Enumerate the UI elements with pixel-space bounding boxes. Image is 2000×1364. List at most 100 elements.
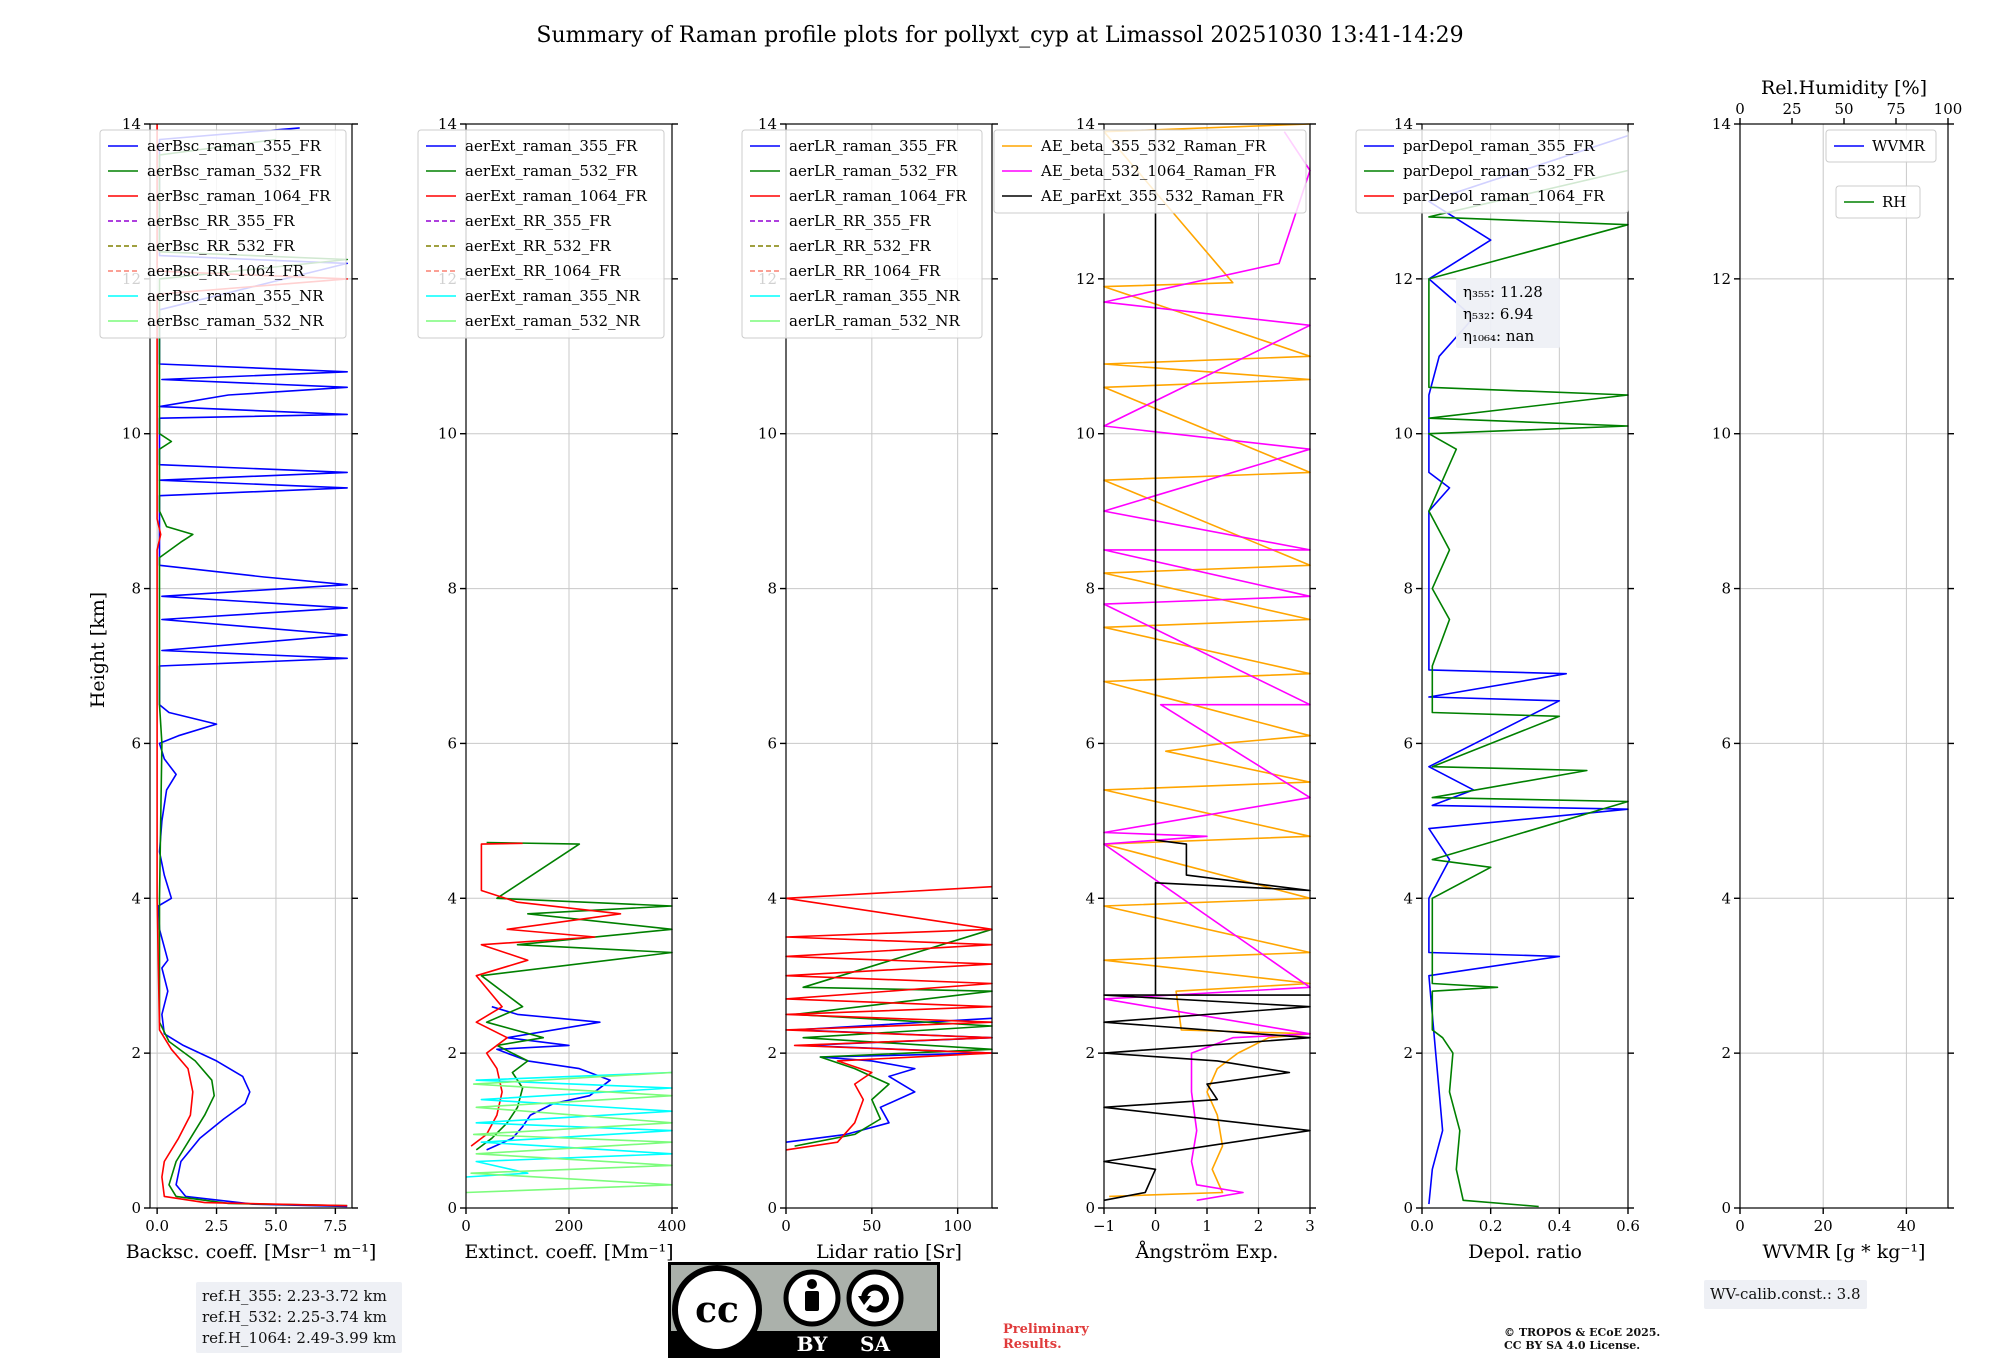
legend-label: aerBsc_raman_532_FR [147, 162, 322, 180]
y-tick-label: 8 [1403, 580, 1413, 598]
legend-box [741, 129, 983, 339]
copyright-line-1: © TROPOS & ECoE 2025. [1504, 1326, 1661, 1339]
y-tick-label: 8 [1721, 580, 1731, 598]
y-tick-label: 2 [1085, 1044, 1095, 1062]
y-tick-label: 2 [1403, 1044, 1413, 1062]
legend-label: aerExt_raman_532_NR [465, 312, 641, 330]
y-tick-label: 0 [767, 1199, 777, 1217]
legend-label: aerExt_raman_532_FR [465, 162, 638, 180]
x2-tick-label: 100 [1934, 100, 1963, 118]
axes-frame [785, 123, 993, 1209]
legend-label: parDepol_raman_532_FR [1403, 162, 1596, 180]
legend-label: aerBsc_raman_355_FR [147, 137, 322, 155]
legend-label: aerExt_raman_1064_FR [465, 187, 647, 205]
copyright-line-2: CC BY SA 4.0 License. [1504, 1339, 1641, 1352]
sa-label: SA [860, 1332, 890, 1356]
x2-tick-label: 0 [1735, 100, 1745, 118]
axes-frame [1421, 123, 1629, 1209]
x-tick-label: 0.4 [1547, 1217, 1571, 1235]
series-aerExt_raman_355_FR [486, 1005, 612, 1151]
legend-label: aerBsc_RR_532_FR [147, 237, 295, 255]
axes-frame [149, 123, 353, 1209]
reference-height-box: ref.H_355: 2.23-3.72 km ref.H_532: 2.25-… [196, 1282, 403, 1353]
panel-extinction: 024681012140200400Extinct. coeff. [Mm⁻¹]… [417, 115, 686, 1263]
x-tick-label: 5.0 [264, 1217, 288, 1235]
cc-logo-icon [672, 1265, 762, 1355]
legend-label: aerExt_RR_355_FR [465, 212, 612, 230]
y-axis-label: Height [km] [87, 592, 109, 708]
x-axis-label: Depol. ratio [1468, 1241, 1582, 1263]
eta-annotation-line: η₁₀₆₄: nan [1463, 327, 1534, 345]
x-tick-label: 0.6 [1616, 1217, 1640, 1235]
preliminary-results-note: Preliminary Results. [1003, 1322, 1089, 1352]
y-tick-label: 4 [1721, 889, 1731, 907]
y-tick-label: 14 [1394, 115, 1413, 133]
x-tick-label: 40 [1897, 1217, 1916, 1235]
y-tick-label: 6 [131, 734, 141, 752]
legend-label: aerBsc_raman_355_NR [147, 287, 324, 305]
panel-lidar_ratio: 02468101214050100Lidar ratio [Sr]aerLR_r… [741, 115, 998, 1263]
legend-label: AE_beta_355_532_Raman_FR [1040, 137, 1267, 155]
eta-annotation-box [1456, 278, 1560, 348]
eta-annotation-line: η₃₅₅: 11.28 [1463, 283, 1543, 301]
legend-label: aerBsc_RR_355_FR [147, 212, 295, 230]
y-tick-label: 0 [1085, 1199, 1095, 1217]
legend-label: aerExt_RR_1064_FR [465, 262, 621, 280]
y-tick-label: 6 [767, 734, 777, 752]
legend-label: aerExt_raman_355_NR [465, 287, 641, 305]
legend-label: aerBsc_RR_1064_FR [147, 262, 305, 280]
eta-annotation-line: η₅₃₂: 6.94 [1463, 305, 1533, 323]
ref-height-1064: ref.H_1064: 2.49-3.99 km [202, 1329, 397, 1347]
legend-label: WVMR [1872, 137, 1926, 155]
x-tick-label: 3 [1305, 1217, 1315, 1235]
y-tick-label: 10 [758, 425, 777, 443]
y-tick-label: 4 [131, 889, 141, 907]
x-axis-label: Extinct. coeff. [Mm⁻¹] [464, 1241, 673, 1263]
y-tick-label: 10 [1076, 425, 1095, 443]
y-tick-label: 6 [1403, 734, 1413, 752]
legend-box-rh [1835, 185, 1921, 219]
ref-height-355: ref.H_355: 2.23-3.72 km [202, 1287, 387, 1305]
x-tick-label: 1 [1202, 1217, 1212, 1235]
series-aerLR_raman_1064_FR [785, 885, 993, 1151]
y-tick-label: 0 [1721, 1199, 1731, 1217]
y-tick-label: 0 [1403, 1199, 1413, 1217]
y-tick-label: 4 [447, 889, 457, 907]
x2-tick-label: 75 [1886, 100, 1905, 118]
series-aerBsc_raman_532_FR [158, 138, 349, 1207]
legend-box [993, 129, 1307, 214]
series-parDepol_raman_532_FR [1428, 169, 1629, 1208]
x-tick-label: 100 [943, 1217, 972, 1235]
axes-frame [1739, 123, 1949, 1209]
y-tick-label: 6 [1085, 734, 1095, 752]
legend-box [1355, 129, 1629, 214]
series-aerExt_raman_532_FR [475, 841, 673, 1151]
legend-box [417, 129, 665, 339]
panel-depol: 0 2 4 6 8 10 12 14 0.0 0.2 0.4 0.6 Depol. ratio parDe… [1355, 115, 1640, 1263]
series-aerExt_raman_1064_FR [470, 842, 622, 1147]
y-tick-label: 14 [122, 115, 141, 133]
share-alike-icon [846, 1269, 904, 1327]
legend-label: aerExt_RR_532_FR [465, 237, 612, 255]
y-tick-label: 12 [1712, 270, 1731, 288]
legend-box-wvmr [1825, 129, 1937, 163]
x-axis-label: Ångström Exp. [1135, 1241, 1279, 1263]
y-tick-label: 14 [438, 115, 457, 133]
x2-tick-label: 50 [1834, 100, 1853, 118]
y-tick-label: 6 [1721, 734, 1731, 752]
legend-label: aerLR_raman_355_NR [789, 287, 960, 305]
legend-label: aerLR_RR_355_FR [789, 212, 931, 230]
x-tick-label: 50 [862, 1217, 881, 1235]
legend-label: aerLR_RR_532_FR [789, 237, 931, 255]
legend-label: aerExt_raman_355_FR [465, 137, 638, 155]
wv-calibration-box: WV-calib.const.: 3.8 [1704, 1280, 1867, 1309]
x2-axis-label: Rel.Humidity [%] [1761, 77, 1927, 99]
x-tick-label: 0 [1735, 1217, 1745, 1235]
x-tick-label: 0.0 [1410, 1217, 1434, 1235]
legend-label: aerLR_raman_532_NR [789, 312, 960, 330]
y-tick-label: 14 [1712, 115, 1731, 133]
y-tick-label: 2 [767, 1044, 777, 1062]
preliminary-line-2: Results. [1003, 1337, 1062, 1352]
